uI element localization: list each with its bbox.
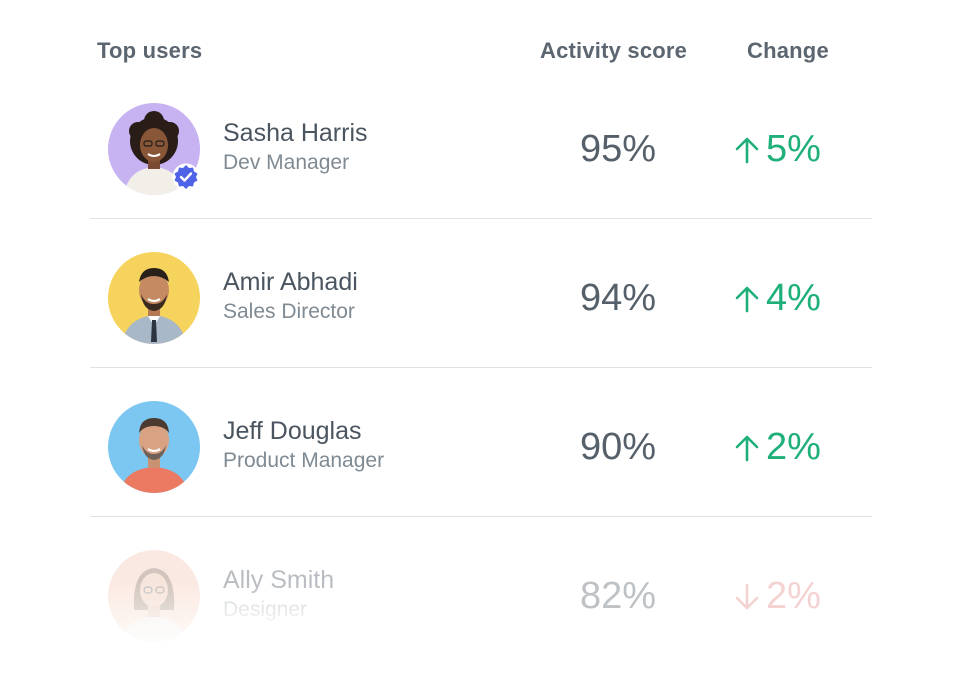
user-role: Designer	[223, 598, 308, 621]
change-value: 5%	[732, 128, 821, 171]
activity-score: 94%	[580, 277, 657, 319]
user-role: Sales Director	[223, 300, 355, 323]
column-header-change[interactable]: Change	[747, 38, 829, 63]
verified-badge-icon	[172, 163, 200, 191]
activity-score: 90%	[580, 426, 657, 468]
user-info: Ally Smith Designer	[223, 565, 334, 623]
user-name: Ally Smith	[223, 566, 335, 594]
avatar	[108, 401, 200, 493]
table-row[interactable]: Sasha Harris Dev Manager 95% 5%	[90, 70, 872, 219]
column-header-activity-score[interactable]: Activity score	[540, 38, 688, 63]
table-row[interactable]: Ally Smith Designer 82% 2%	[90, 517, 872, 665]
activity-score: 95%	[580, 128, 657, 170]
avatar	[108, 550, 200, 642]
top-users-table: Sasha Harris Dev Manager 95% 5%	[90, 70, 872, 665]
user-info: Sasha Harris Dev Manager	[223, 118, 368, 176]
change-percent: 5%	[766, 128, 821, 170]
arrow-up-icon	[735, 137, 759, 163]
arrow-up-icon	[735, 286, 759, 312]
change-value: 4%	[732, 277, 821, 320]
user-role: Product Manager	[223, 449, 385, 472]
change-percent: 2%	[766, 575, 821, 617]
avatar-photo-icon	[108, 550, 200, 642]
avatar	[108, 103, 200, 195]
table-row[interactable]: Amir Abhadi Sales Director 94% 4%	[90, 219, 872, 368]
change-value: 2%	[732, 575, 821, 618]
user-name: Sasha Harris	[223, 119, 368, 147]
user-name: Jeff Douglas	[223, 417, 362, 445]
avatar	[108, 252, 200, 344]
user-info: Jeff Douglas Product Manager	[223, 416, 384, 474]
avatar-photo-icon	[108, 103, 200, 195]
user-info: Amir Abhadi Sales Director	[223, 267, 358, 325]
user-role: Dev Manager	[223, 151, 350, 174]
arrow-up-icon	[735, 435, 759, 461]
change-value: 2%	[732, 426, 821, 469]
avatar-photo-icon	[108, 252, 200, 344]
change-percent: 4%	[766, 277, 821, 319]
avatar-photo-icon	[108, 401, 200, 493]
arrow-down-icon	[735, 583, 759, 609]
activity-score: 82%	[580, 575, 657, 617]
table-row[interactable]: Jeff Douglas Product Manager 90% 2%	[90, 368, 872, 517]
table-header: Top users Activity score Change	[0, 38, 960, 70]
column-header-top-users: Top users	[97, 38, 203, 63]
change-percent: 2%	[766, 426, 821, 468]
user-name: Amir Abhadi	[223, 268, 358, 296]
